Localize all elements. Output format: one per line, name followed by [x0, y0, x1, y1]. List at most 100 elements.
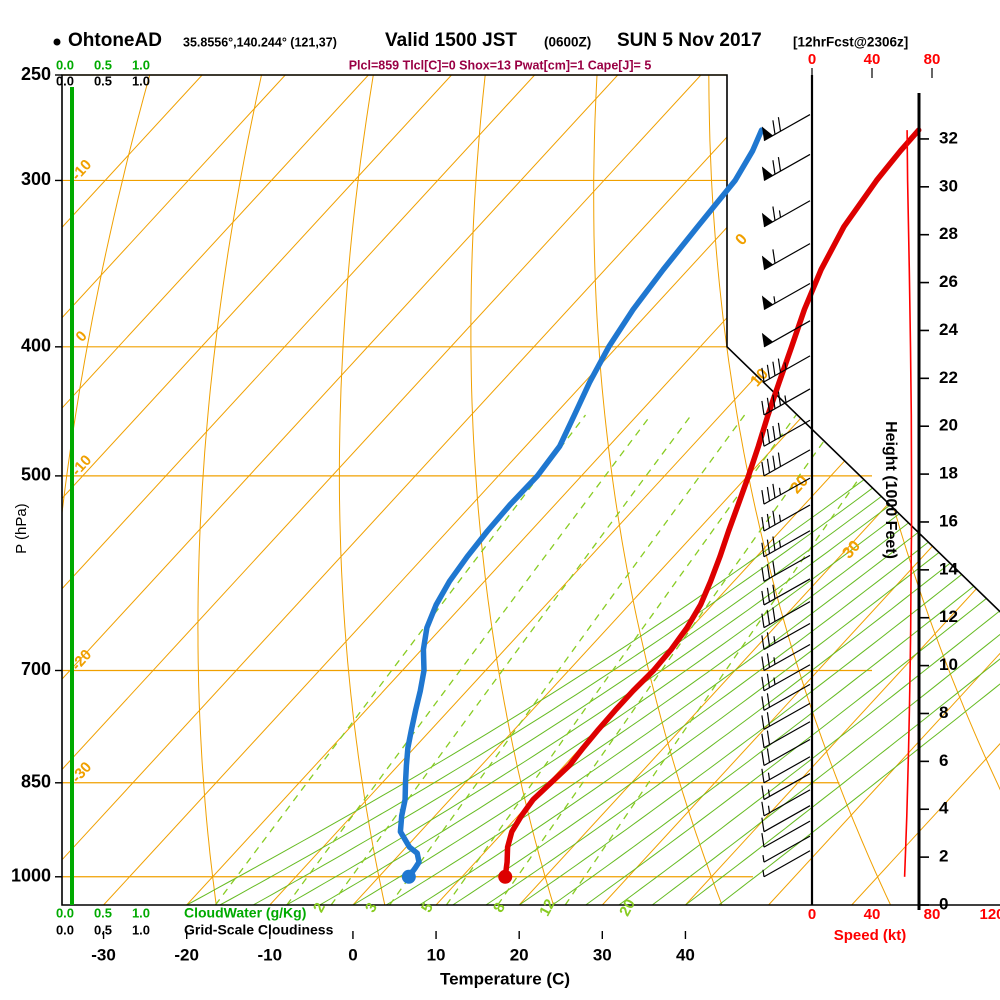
wind-barb-staff — [763, 622, 811, 650]
height-tick-label: 22 — [939, 368, 958, 387]
wind-barb-half — [767, 805, 771, 813]
wind-barb-pennant — [761, 295, 773, 310]
wind-barb-staff — [763, 601, 811, 629]
height-tick-label: 8 — [939, 703, 948, 722]
wind-barb-full — [761, 733, 765, 748]
mixing-ratio-labels: 2 3 5 8 12 20 — [310, 896, 639, 919]
wind-barb-full — [766, 587, 771, 602]
mixing-ratio-line — [445, 414, 797, 905]
height-tick-label: 6 — [939, 751, 948, 770]
wind-barb-staff — [763, 835, 811, 863]
wind-barb-staff — [763, 789, 811, 817]
speed-tick-label-bottom: 40 — [864, 906, 881, 923]
isotherm-line — [62, 75, 619, 905]
isotherm-line — [851, 75, 1000, 905]
pressure-tick-label: 400 — [21, 336, 51, 356]
moist-adiabat-line — [485, 75, 1000, 905]
wind-barb-staff — [763, 850, 811, 878]
wind-barb-full — [761, 696, 765, 711]
isotherm-line — [518, 75, 1000, 905]
mixing-ratio-line — [214, 414, 587, 905]
cloudwater-tick-label: 0.0 — [56, 57, 74, 72]
wind-barb-half — [784, 362, 787, 370]
wind-barb-half — [778, 514, 782, 522]
mixing-ratio-line — [497, 414, 844, 905]
isotherm-label: 30 — [840, 537, 865, 562]
wind-barb-full — [761, 516, 765, 532]
wind-barb-half — [773, 677, 776, 685]
moist-adiabat-line — [286, 75, 1000, 905]
wind-barb-full — [761, 715, 765, 730]
height-tick-label: 14 — [939, 559, 958, 578]
wind-barb-full — [777, 117, 782, 132]
wind-barb-staff — [763, 664, 811, 692]
wind-barb-staff — [763, 756, 811, 784]
wind-barb-staff — [763, 200, 811, 228]
mixing-ratio-label: 3 — [362, 900, 381, 915]
height-tick-label: 16 — [939, 511, 958, 530]
wind-barb-full — [766, 693, 771, 708]
mixing-ratio-line — [564, 414, 905, 905]
header: OhtoneAD 35.8556°,140.244° (121,37) Vali… — [0, 26, 1000, 52]
cloudwater-tick-label: 0.0 — [56, 905, 74, 920]
sounding-trace-temperature — [498, 127, 922, 884]
wind-barb-staff — [763, 449, 811, 477]
forecast-tag: [12hrFcst@2306z] — [793, 35, 908, 50]
wind-barb-full — [761, 613, 765, 628]
wind-barb-full — [761, 751, 765, 766]
frame-outline — [61, 74, 1000, 906]
wind-barb-full — [772, 206, 776, 221]
cloudwater-tick-label: 1.0 — [132, 57, 150, 72]
wind-barb-staff — [763, 578, 811, 606]
pressure-tick-label: 500 — [21, 465, 51, 485]
wind-barb-staff — [763, 243, 811, 271]
wind-barb-half — [784, 395, 787, 403]
height-tick-label: 26 — [939, 272, 958, 291]
mixing-ratio-label: 12 — [536, 896, 559, 919]
wind-barb-pennant — [761, 126, 773, 141]
cloudiness-axis-label: Grid-Scale Cloudiness — [184, 922, 334, 938]
wind-barb-full — [777, 422, 782, 437]
indices-line: Plcl=859 Tlcl[C]=0 Shox=13 Pwat[cm]=1 Ca… — [0, 58, 1000, 74]
wind-barb-half — [778, 210, 782, 218]
wind-barb-full — [761, 461, 765, 476]
wind-barb-staff — [763, 554, 811, 582]
wind-barbs — [761, 114, 811, 878]
wind-barb-full — [766, 458, 771, 473]
height-tick-label: 4 — [939, 799, 949, 818]
wind-barb-half — [767, 789, 771, 797]
wind-barb-full — [772, 483, 776, 498]
wind-barb-staff — [763, 153, 811, 181]
wind-barb-full — [761, 490, 765, 505]
valid-time: Valid 1500 JST — [385, 30, 517, 51]
moist-adiabat-line — [552, 75, 1000, 905]
wind-barb-full — [772, 425, 776, 441]
wind-barb-full — [772, 561, 776, 576]
temperature-tick-label: 30 — [593, 945, 612, 964]
dewpoint-line — [397, 127, 765, 880]
wind-barb-staff — [763, 504, 811, 532]
cloudwater-tick-label: 0.5 — [94, 905, 112, 920]
isotherm-line — [352, 75, 1000, 905]
moist-adiabat-line — [718, 75, 1000, 905]
moist-adiabat-lines — [186, 75, 1000, 905]
wind-barb-full — [761, 833, 765, 848]
isotherm-line — [62, 75, 369, 905]
pressure-tick-label: 250 — [21, 64, 51, 84]
wind-barb-full — [777, 157, 782, 172]
isotherm-line — [435, 75, 1000, 905]
temperature-tick-label: 0 — [348, 945, 357, 964]
wind-barb-full — [761, 432, 765, 447]
wind-barb-staff — [763, 683, 811, 711]
mixing-ratio-line — [286, 414, 652, 905]
temperature-tick-label: -20 — [174, 945, 199, 964]
wind-barb-pennant — [761, 166, 773, 181]
cloud-scales: 0.0 0.5 1.0 0.0 0.5 1.0 — [56, 57, 150, 88]
cloud-scales: 0.0 0.5 1.0 0.0 0.5 1.0 CloudWater (g/Kg)Grid-… — [56, 905, 334, 938]
wind-barb-staff — [763, 820, 811, 848]
wind-barb-staff — [763, 805, 811, 833]
moist-adiabat-line — [651, 75, 1000, 905]
stability-indices: Plcl=859 Tlcl[C]=0 Shox=13 Pwat[cm]=1 Ca… — [349, 58, 652, 72]
